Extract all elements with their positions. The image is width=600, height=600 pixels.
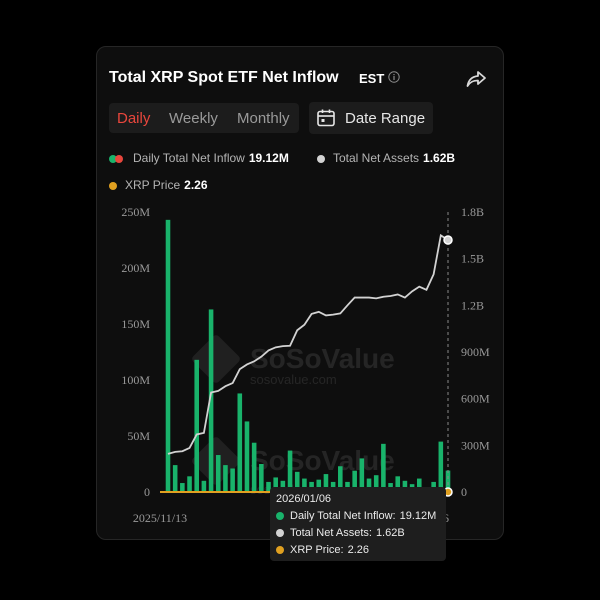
x-tick-label: 2025/11/13: [133, 511, 187, 525]
inflow-bar: [172, 465, 178, 492]
tooltip-price-row: XRP Price: 2.26: [276, 544, 369, 556]
y-right-tick-label: 0: [461, 485, 467, 499]
y-right-tick-label: 300M: [461, 438, 490, 452]
tooltip-price-dot: [276, 546, 284, 554]
inflow-bar: [309, 481, 314, 492]
y-right-tick-label: 1.2B: [461, 298, 484, 312]
inflow-bar: [194, 359, 200, 492]
inflow-bar: [316, 479, 322, 492]
x-tick-label: 6: [443, 511, 449, 525]
inflow-bar: [359, 458, 365, 492]
inflow-bar: [445, 470, 451, 492]
share-icon[interactable]: [465, 69, 487, 89]
tooltip-assets-dot: [276, 529, 284, 537]
inflow-bar: [438, 441, 444, 492]
inflow-bar: [280, 480, 286, 492]
price-legend-dot: [109, 182, 117, 190]
title-row: Total XRP Spot ETF Net Inflow EST: [109, 69, 491, 93]
inflow-bar: [302, 478, 307, 492]
inflow-bar: [266, 481, 271, 492]
inflow-bar: [230, 468, 235, 492]
inflow-bar: [416, 478, 422, 492]
watermark-brand-2: SoSoValue: [250, 445, 395, 476]
inflow-bar: [294, 471, 300, 492]
calendar-icon: [317, 109, 335, 127]
legend-price[interactable]: XRP Price 2.26: [125, 178, 208, 192]
date-range-label: Date Range: [345, 110, 426, 127]
legend-price-value: 2.26: [184, 178, 208, 192]
y-right-tick-label: 1.5B: [461, 252, 484, 266]
tooltip-inflow-dot: [276, 512, 284, 520]
inflow-bar: [215, 455, 221, 492]
inflow-legend-dot-green: [109, 155, 117, 163]
inflow-bar: [431, 481, 436, 492]
inflow-bar: [381, 443, 386, 492]
assets-hover-marker: [443, 235, 453, 245]
legend-assets-value: 1.62B: [423, 151, 456, 165]
inflow-bar: [208, 309, 214, 492]
watermark-brand: SoSoValue: [250, 343, 395, 374]
tooltip-inflow-row: Daily Total Net Inflow: 19.12M: [276, 510, 436, 522]
tooltip-assets-label: Total Net Assets:: [290, 527, 372, 539]
inflow-bar: [338, 466, 343, 492]
y-right-tick-label: 600M: [461, 392, 490, 406]
hover-tooltip: 2026/01/06 Daily Total Net Inflow: 19.12M…: [270, 487, 446, 561]
legend-assets-label: Total Net Assets: [333, 151, 420, 165]
legend-assets[interactable]: Total Net Assets 1.62B: [333, 151, 455, 165]
inflow-bar: [273, 477, 278, 492]
y-left-tick-label: 250M: [121, 205, 150, 219]
inflow-legend-dot-red: [115, 155, 123, 163]
tab-weekly[interactable]: Weekly: [169, 110, 218, 127]
legend-inflow[interactable]: Daily Total Net Inflow 19.12M: [133, 151, 289, 165]
assets-legend-dot: [317, 155, 325, 163]
period-tabs: Daily Weekly Monthly: [109, 103, 299, 133]
inflow-bar: [323, 474, 329, 492]
tooltip-price-value: 2.26: [347, 544, 370, 556]
legend-price-label: XRP Price: [125, 178, 181, 192]
y-left-tick-label: 100M: [121, 373, 150, 387]
inflow-bar: [287, 450, 293, 492]
tooltip-inflow-label: Daily Total Net Inflow:: [290, 510, 396, 522]
inflow-bar: [201, 480, 207, 492]
y-left-tick-label: 150M: [121, 317, 150, 331]
inflow-bar: [180, 483, 185, 492]
inflow-bar: [251, 442, 257, 492]
date-range-button[interactable]: Date Range: [309, 102, 433, 134]
tooltip-price-label: XRP Price:: [290, 544, 344, 556]
y-right-tick-label: 1.8B: [461, 205, 484, 219]
inflow-bar: [330, 481, 336, 492]
inflow-bar: [345, 481, 350, 492]
tooltip-inflow-value: 19.12M: [399, 510, 437, 522]
y-left-tick-label: 50M: [127, 429, 150, 443]
legend-inflow-label: Daily Total Net Inflow: [133, 151, 245, 165]
inflow-bar: [165, 219, 171, 492]
tab-daily[interactable]: Daily: [117, 110, 151, 127]
page-title: Total XRP Spot ETF Net Inflow: [109, 69, 339, 86]
info-icon[interactable]: [388, 71, 400, 83]
total-net-assets-line: [167, 233, 449, 455]
inflow-bar: [402, 480, 408, 492]
legend-inflow-value: 19.12M: [248, 151, 289, 165]
etf-chart-card: Total XRP Spot ETF Net Inflow EST Daily …: [96, 46, 504, 540]
inflow-bar: [223, 465, 228, 492]
tooltip-date: 2026/01/06: [276, 493, 332, 505]
inflow-bar: [352, 470, 357, 492]
watermark-url: sosovalue.com: [250, 372, 337, 387]
tab-monthly[interactable]: Monthly: [237, 110, 290, 127]
inflow-bar: [237, 393, 243, 492]
watermark-logo-icon: [192, 335, 240, 383]
tooltip-assets-value: 1.62B: [375, 527, 405, 539]
y-left-tick-label: 0: [144, 485, 150, 499]
inflow-bar: [373, 475, 379, 492]
inflow-bar: [366, 478, 372, 492]
y-left-tick-label: 200M: [121, 261, 150, 275]
inflow-bar: [187, 476, 192, 492]
timezone-label: EST: [359, 71, 385, 86]
inflow-bar: [244, 421, 250, 492]
inflow-bar: [259, 464, 264, 492]
tooltip-assets-row: Total Net Assets: 1.62B: [276, 527, 405, 539]
inflow-bar: [395, 476, 401, 492]
y-right-tick-label: 900M: [461, 345, 490, 359]
